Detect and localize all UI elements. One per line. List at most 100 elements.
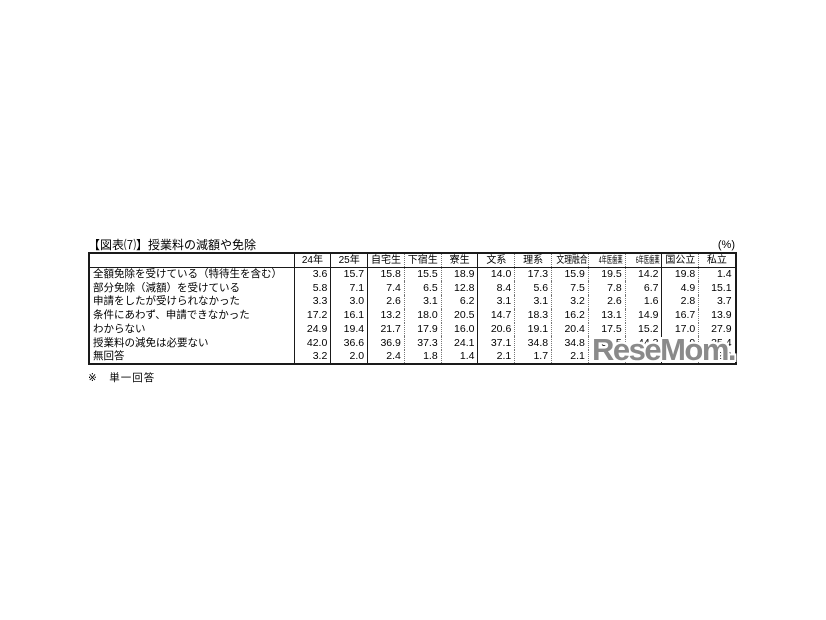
value-cell: 2.6 — [367, 295, 405, 309]
value-cell: 4.9 — [661, 281, 699, 296]
data-table: 24年 25年 自宅生 下宿生 寮生 文系 理系 文理融合 4年医歯薬 6年医歯薬 国公立 私立 全額… — [88, 252, 737, 366]
value-cell: 2.1 — [477, 350, 515, 365]
value-cell: 21.7 — [367, 322, 405, 337]
value-cell: 27.9 — [698, 322, 736, 337]
value-cell: 3.6 — [293, 267, 331, 282]
value-cell: 44.3 — [624, 336, 662, 351]
value-cell: 14.0 — [477, 267, 515, 282]
footnote: ※ 単一回答 — [88, 372, 156, 385]
table-row: 条件にあわず、申請できなかった 17.2 16.1 13.2 18.0 20.5 14.7 1… — [89, 308, 736, 323]
value-cell: 2.0 — [330, 350, 368, 365]
column-header: 4年医歯薬 — [587, 253, 626, 268]
value-cell: 18.9 — [440, 267, 478, 282]
row-label: 全額免除を受けている（特待生を含む） — [93, 268, 282, 281]
value-cell: 14.7 — [477, 308, 515, 323]
value-cell: 3.0 — [330, 295, 368, 309]
value-cell: 15.2 — [624, 322, 662, 337]
value-cell: 19.1 — [514, 322, 552, 337]
value-cell: 13.9 — [698, 308, 736, 323]
value-cell: 3.2 — [293, 350, 331, 365]
column-header: 24年 — [293, 253, 331, 268]
row-label: 無回答 — [93, 350, 125, 363]
value-cell: 2.8 — [661, 295, 699, 309]
value-cell: 6.7 — [624, 281, 662, 296]
value-cell: 36.9 — [367, 336, 405, 351]
value-cell: 20.5 — [440, 308, 478, 323]
value-cell: 15.8 — [367, 267, 405, 282]
column-header: 寮生 — [440, 253, 478, 268]
value-cell: 3.3 — [293, 295, 331, 309]
value-cell: 36.9 — [661, 336, 699, 351]
value-cell: 3.1 — [403, 295, 442, 309]
value-cell: 13.1 — [587, 308, 626, 323]
value-cell: 14.2 — [624, 267, 662, 282]
column-header-label: 4年医歯薬 — [598, 255, 623, 266]
value-cell: 7.5 — [551, 281, 589, 296]
row-label: 申請をしたが受けられなかった — [93, 295, 240, 308]
unit-label: (%) — [717, 239, 735, 251]
value-cell: 17.3 — [514, 267, 552, 282]
value-cell: 14.9 — [624, 308, 662, 323]
figure-title: 【図表⑺】授業料の減額や免除 — [88, 238, 257, 252]
value-cell: 3.7 — [698, 295, 736, 309]
row-label-header — [89, 253, 294, 268]
value-cell: 15.5 — [403, 267, 442, 282]
value-cell: 34.8 — [514, 336, 552, 351]
value-cell: 16.2 — [551, 308, 589, 323]
value-cell: 20.6 — [477, 322, 515, 337]
value-cell: 35.4 — [698, 336, 736, 351]
value-cell: 6.5 — [403, 281, 442, 296]
value-cell: 15.9 — [551, 267, 589, 282]
value-cell: 1.4 — [440, 350, 478, 365]
column-header: 私立 — [698, 253, 736, 268]
column-header: 国公立 — [661, 253, 699, 268]
value-cell: 16.1 — [330, 308, 368, 323]
table-row: 全額免除を受けている（特待生を含む） 3.6 15.7 15.8 15.5 18.9 14.… — [89, 267, 736, 282]
value-cell: 2.1 — [551, 350, 589, 365]
value-cell: 2.0 — [587, 350, 626, 365]
value-cell: 16.7 — [661, 308, 699, 323]
value-cell: 3.1 — [477, 295, 515, 309]
value-cell: 37.1 — [477, 336, 515, 351]
value-cell: 18.0 — [403, 308, 442, 323]
value-cell: 24.9 — [293, 322, 331, 337]
value-cell: 5.8 — [293, 281, 331, 296]
table-body: 全額免除を受けている（特待生を含む） 3.6 15.7 15.8 15.5 18.9 14.… — [89, 267, 736, 365]
figure-tuition-reduction: 【図表⑺】授業料の減額や免除 (%) 24年 25年 自宅生 下宿生 寮生 文系 理系 文理融… — [88, 238, 737, 385]
row-label: 条件にあわず、申請できなかった — [93, 309, 250, 322]
column-header: 6年医歯薬 — [624, 253, 662, 268]
value-cell: 3.1 — [514, 295, 552, 309]
value-cell: 37.5 — [587, 336, 626, 351]
value-cell: 37.3 — [403, 336, 442, 351]
value-cell: 7.1 — [330, 281, 368, 296]
value-cell: 1.4 — [698, 267, 736, 282]
column-header: 下宿生 — [403, 253, 442, 268]
value-cell: 19.8 — [661, 267, 699, 282]
value-cell: 34.8 — [551, 336, 589, 351]
value-cell: 18.3 — [514, 308, 552, 323]
value-cell: 15.1 — [698, 281, 736, 296]
figure-header: 【図表⑺】授業料の減額や免除 (%) — [88, 238, 735, 252]
value-cell: 13.2 — [367, 308, 405, 323]
row-label: わからない — [93, 323, 146, 336]
value-cell: 15.7 — [330, 267, 368, 282]
value-cell: 42.0 — [293, 336, 331, 351]
value-cell: 17.0 — [661, 322, 699, 337]
value-cell: 1.6 — [624, 295, 662, 309]
value-cell: 24.1 — [440, 336, 478, 351]
value-cell: 1.8 — [403, 350, 442, 365]
value-cell — [624, 350, 662, 365]
value-cell: 17.9 — [403, 322, 442, 337]
value-cell: 7.4 — [367, 281, 405, 296]
value-cell: 5.6 — [514, 281, 552, 296]
value-cell: 20.4 — [551, 322, 589, 337]
row-label: 授業料の減免は必要ない — [93, 336, 209, 349]
table-row: 部分免除（減額）を受けている 5.8 7.1 7.4 6.5 12.8 8.4 5.6 7.5 7… — [89, 281, 736, 296]
value-cell: 2.6 — [587, 295, 626, 309]
value-cell: 2.6 — [698, 350, 736, 365]
column-header: 自宅生 — [367, 253, 405, 268]
table-row: 申請をしたが受けられなかった 3.3 3.0 2.6 3.1 6.2 3.1 3.1 3.2 2.… — [89, 295, 736, 309]
table-row: わからない 24.9 19.4 21.7 17.9 16.0 20.6 19.1 20.4 17.… — [89, 322, 736, 337]
column-header-label: 6年医歯薬 — [635, 255, 660, 266]
value-cell: 6.2 — [440, 295, 478, 309]
